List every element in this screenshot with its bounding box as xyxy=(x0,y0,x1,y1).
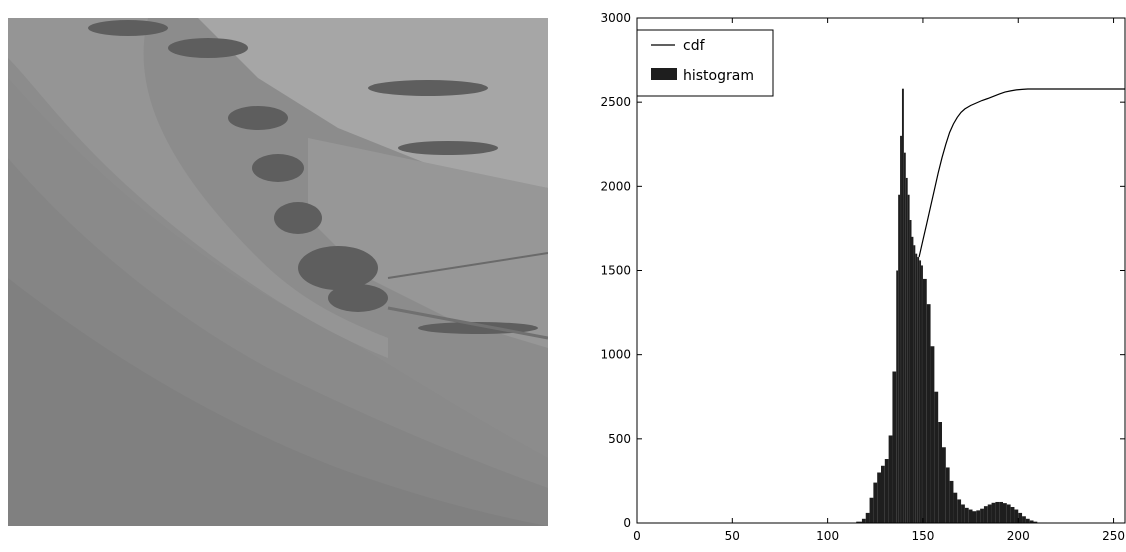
histogram-bar xyxy=(999,501,1003,523)
y-tick-label: 2000 xyxy=(600,179,631,193)
histogram-bar xyxy=(898,194,901,523)
histogram-bar xyxy=(972,511,977,523)
histogram-bar xyxy=(957,499,962,523)
histogram-bar xyxy=(917,257,920,523)
histogram-bar xyxy=(1006,504,1011,523)
histogram-bar xyxy=(922,278,927,523)
hill-band-upper xyxy=(8,18,388,358)
legend: cdf histogram xyxy=(636,29,774,97)
histogram-bar xyxy=(964,507,969,523)
tree-line xyxy=(88,20,538,334)
histogram-bar xyxy=(921,265,923,523)
histogram-bar xyxy=(905,177,908,523)
histogram-bar xyxy=(884,459,889,523)
y-tick-label: 1000 xyxy=(600,348,631,362)
histogram-bar xyxy=(976,510,981,523)
histogram-bar xyxy=(909,220,912,523)
cdf-line xyxy=(918,88,1125,258)
histogram-bar xyxy=(869,497,874,523)
histogram-bar xyxy=(856,521,862,523)
histogram-bar xyxy=(968,509,973,523)
histogram-bars xyxy=(856,88,1047,524)
histogram-bar xyxy=(987,504,992,523)
histogram-bar xyxy=(888,435,893,523)
x-axis-ticks: 0 50 100 150 200 250 xyxy=(633,18,1125,543)
histogram-bar xyxy=(877,472,881,523)
histogram-bar xyxy=(953,492,958,523)
y-tick-label: 0 xyxy=(623,516,631,530)
histogram-bar xyxy=(911,236,914,524)
legend-histogram-label: histogram xyxy=(683,68,754,84)
legend-box xyxy=(636,29,774,97)
histogram-bar xyxy=(938,422,942,523)
histogram-bar xyxy=(1003,503,1007,523)
histogram-bar xyxy=(983,506,988,523)
y-tick-label: 2500 xyxy=(600,95,631,109)
histogram-bar xyxy=(873,482,878,523)
x-tick-label: 100 xyxy=(816,529,839,543)
histogram-chart: 0 50 100 150 200 250 0 500 1000 1500 2000 2500 3000… xyxy=(575,0,1126,548)
histogram-bar xyxy=(1029,520,1034,523)
histogram-bar xyxy=(896,270,899,523)
x-tick-label: 0 xyxy=(633,529,641,543)
legend-cdf-label: cdf xyxy=(683,38,706,54)
histogram-bar xyxy=(945,467,950,523)
histogram-bar xyxy=(919,260,922,523)
path-line xyxy=(387,306,549,340)
x-tick-label: 50 xyxy=(725,529,740,543)
histogram-bar xyxy=(949,480,954,523)
histogram-bar xyxy=(892,371,897,523)
histogram-bar xyxy=(901,88,904,523)
x-tick-label: 200 xyxy=(1007,529,1030,543)
histogram-bar xyxy=(907,194,910,523)
histogram-bar xyxy=(991,502,996,523)
histogram-bar xyxy=(861,518,866,523)
histogram-bar xyxy=(1022,516,1026,523)
valley-field xyxy=(308,138,548,348)
x-tick-label: 150 xyxy=(911,529,934,543)
histogram-bar xyxy=(1025,518,1030,523)
histogram-bar xyxy=(915,253,918,523)
histogram-bar xyxy=(1010,507,1015,523)
landscape-photo xyxy=(8,18,549,526)
x-tick-label: 250 xyxy=(1102,529,1125,543)
y-axis-ticks: 0 500 1000 1500 2000 2500 3000 xyxy=(600,11,1125,530)
histogram-bar xyxy=(865,512,870,523)
histogram-bar xyxy=(1014,509,1019,523)
histogram-bar xyxy=(980,508,984,523)
histogram-bar xyxy=(903,152,906,523)
fence-line xyxy=(387,252,549,279)
legend-histogram-swatch xyxy=(651,68,677,80)
hill-band-low xyxy=(8,278,548,526)
histogram-bar xyxy=(926,304,931,523)
histogram-bar xyxy=(930,346,935,523)
histogram-bar xyxy=(1033,521,1038,523)
y-tick-label: 3000 xyxy=(600,11,631,25)
histogram-bar xyxy=(961,504,965,523)
histogram-bar xyxy=(934,391,939,523)
histogram-bar xyxy=(942,447,946,523)
y-tick-label: 500 xyxy=(608,432,631,446)
y-tick-label: 1500 xyxy=(600,264,631,278)
histogram-bar xyxy=(1018,512,1023,523)
histogram-bar xyxy=(995,501,1000,523)
histogram-bar xyxy=(900,135,902,524)
histogram-bar xyxy=(881,465,885,523)
histogram-bar xyxy=(913,245,916,523)
